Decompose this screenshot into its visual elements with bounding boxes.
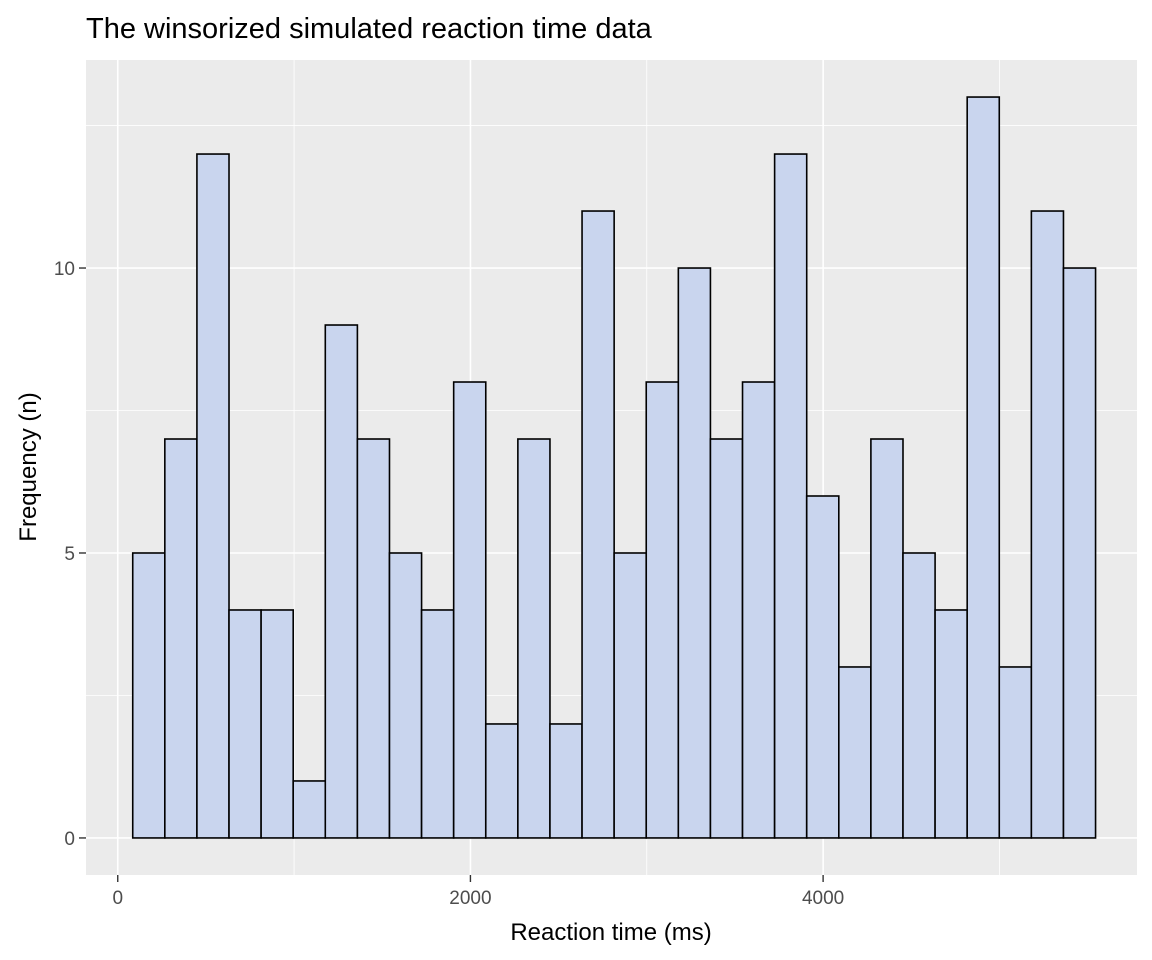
histogram-bar <box>966 96 1001 839</box>
histogram-bar <box>870 438 904 839</box>
histogram-bar <box>1030 210 1065 839</box>
histogram-bar <box>934 609 968 839</box>
x-axis-title: Reaction time (ms) <box>510 919 711 946</box>
histogram-bar <box>292 780 327 839</box>
histogram-bar <box>805 495 840 839</box>
histogram-bar <box>613 552 648 839</box>
y-axis-title: Frequency (n) <box>15 392 42 541</box>
histogram-bar <box>677 267 712 839</box>
histogram-bar <box>452 381 487 839</box>
histogram-bar <box>388 552 423 839</box>
histogram-bar <box>998 666 1033 839</box>
x-axis: 0 2000 4000 <box>112 875 844 909</box>
histogram-bar <box>645 381 680 839</box>
histogram-bar <box>581 210 615 839</box>
y-axis: 0 5 10 <box>54 259 86 850</box>
x-tick-label: 2000 <box>449 888 491 909</box>
histogram-bar <box>741 381 776 839</box>
histogram-bars <box>131 96 1097 839</box>
histogram-bar <box>709 438 744 839</box>
chart-title: The winsorized simulated reaction time d… <box>86 13 653 45</box>
histogram-bar <box>549 723 583 839</box>
histogram-bar <box>838 666 872 839</box>
histogram-bar <box>356 438 391 839</box>
histogram-bar <box>773 153 808 839</box>
y-tick-label: 5 <box>64 544 75 565</box>
x-tick-label: 4000 <box>802 888 844 909</box>
histogram-bar <box>260 609 295 839</box>
histogram-bar <box>131 552 166 839</box>
histogram-bar <box>420 609 455 839</box>
histogram-bar <box>196 153 230 839</box>
y-tick-label: 10 <box>54 259 75 280</box>
histogram-bar <box>324 324 359 839</box>
histogram-bar <box>517 438 551 839</box>
y-tick-label: 0 <box>64 829 75 850</box>
histogram-bar <box>902 552 936 839</box>
histogram-bar <box>1062 267 1097 839</box>
x-tick-label: 0 <box>112 888 123 909</box>
histogram-bar <box>484 723 519 839</box>
histogram-bar <box>228 609 262 839</box>
histogram-bar <box>164 438 198 839</box>
